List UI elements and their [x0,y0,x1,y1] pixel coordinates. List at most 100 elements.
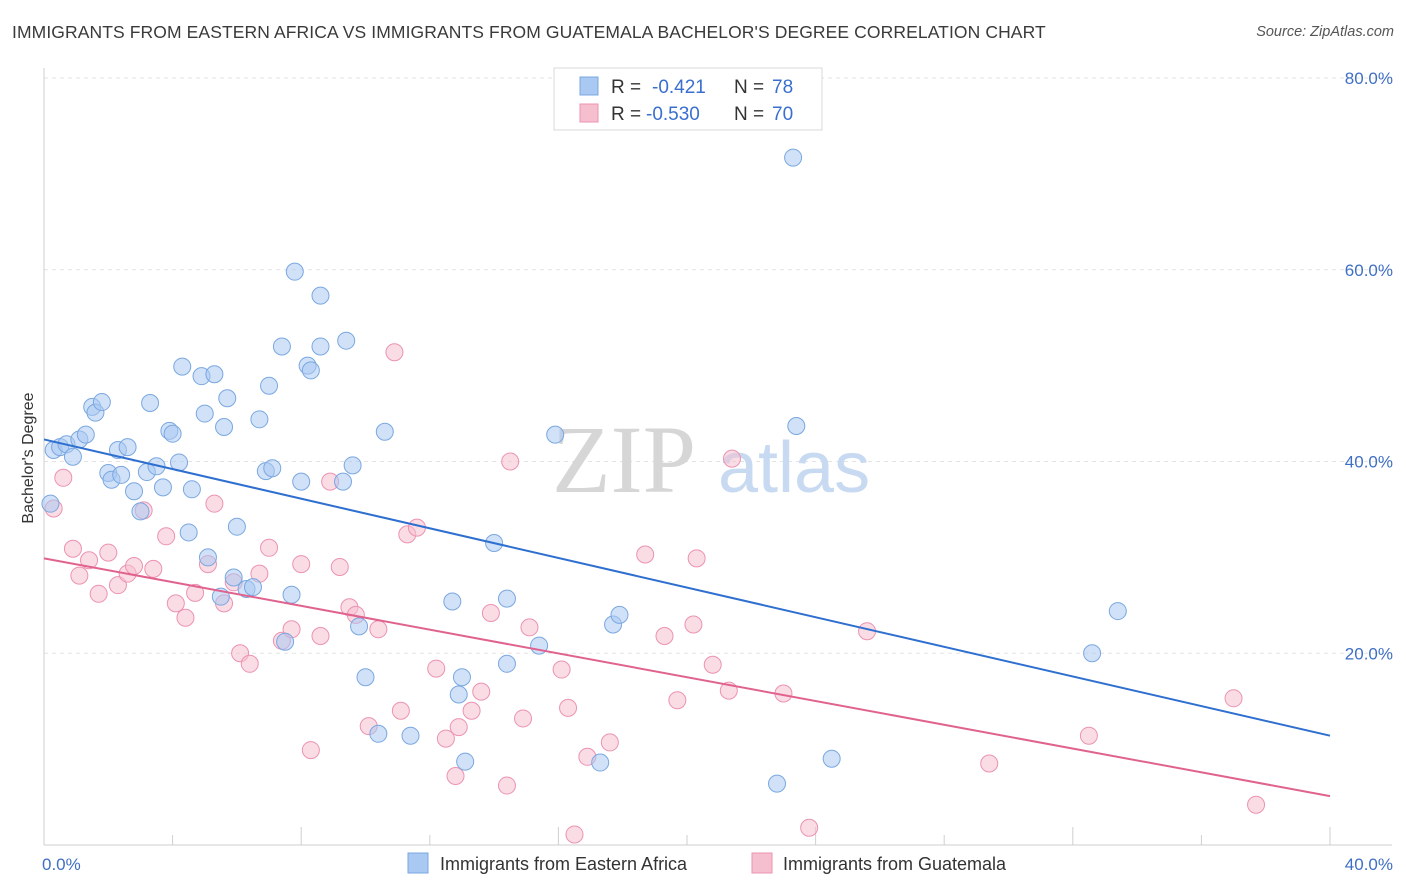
series-eastern-africa-points [41,148,1127,793]
point-blue-35 [227,517,246,536]
point-pink-58 [684,615,703,634]
point-pink-47 [501,452,520,471]
legend-blue-n-value: 78 [772,77,793,98]
point-pink-59 [687,549,706,568]
point-blue-54 [350,617,369,636]
point-blue-37 [243,578,262,597]
point-blue-62 [456,752,475,771]
point-blue-53 [343,456,362,475]
y-tick-label-2: 60.0% [1345,261,1393,280]
point-blue-72 [784,148,803,167]
point-blue-59 [443,592,462,611]
point-blue-18 [141,394,160,413]
point-blue-4 [63,447,82,466]
trend-line-blue [43,438,1331,737]
grid-lines [44,77,1392,654]
point-blue-13 [112,465,131,484]
legend-pink-n-label: N = [734,104,764,125]
legend-top: R = -0.421 N = 78 R = -0.530 N = 70 [553,67,823,131]
point-blue-68 [591,753,610,772]
point-pink-23 [260,538,279,557]
point-blue-25 [179,523,198,542]
point-pink-60 [703,655,722,674]
point-blue-6 [76,425,95,444]
point-blue-44 [282,585,301,604]
point-blue-29 [198,548,217,567]
point-blue-14 [118,438,137,457]
legend-pink-n-value: 70 [772,104,793,125]
point-blue-73 [787,417,806,436]
point-pink-6 [99,543,118,562]
legend-pink-swatch [579,103,599,123]
point-blue-75 [1083,644,1102,663]
point-blue-51 [333,472,352,491]
point-blue-20 [153,478,172,497]
legend-pink-r-value: -0.530 [646,104,700,125]
point-pink-48 [514,709,533,728]
point-pink-12 [157,527,176,546]
point-blue-28 [195,404,214,423]
point-pink-34 [369,620,388,639]
point-blue-56 [369,724,388,743]
point-blue-49 [311,337,330,356]
point-pink-62 [723,449,742,468]
trend-lines [43,438,1331,798]
point-blue-45 [285,262,304,281]
point-blue-64 [497,589,516,608]
watermark: ZIP atlas [552,406,870,513]
point-blue-71 [768,774,787,793]
legend-blue-r-value: -0.421 [652,77,706,98]
watermark-atlas: atlas [718,428,870,508]
trend-line-pink [43,557,1331,798]
point-blue-57 [375,422,394,441]
point-pink-17 [205,494,224,513]
point-pink-7 [108,576,127,595]
point-blue-74 [822,749,841,768]
point-blue-55 [356,668,375,687]
point-blue-33 [218,389,237,408]
x-tick-label-0: 0.0% [42,855,81,874]
point-pink-43 [462,701,481,720]
legend-bottom-blue-swatch [407,852,429,874]
y-tick-label-0: 20.0% [1345,644,1393,663]
point-pink-4 [80,551,99,570]
point-pink-44 [472,682,491,701]
axes [43,68,1392,846]
point-pink-28 [311,626,330,645]
point-blue-60 [449,685,468,704]
point-blue-67 [546,425,565,444]
point-blue-16 [131,502,150,521]
legend-bottom-pink-label: Immigrants from Guatemala [783,854,1007,874]
point-blue-43 [276,632,295,651]
point-pink-54 [600,733,619,752]
watermark-zip: ZIP [552,406,696,513]
y-tick-label-1: 40.0% [1345,453,1393,472]
point-pink-3 [70,566,89,585]
point-pink-69 [1247,795,1266,814]
point-blue-34 [224,568,243,587]
point-blue-15 [125,482,144,501]
point-blue-58 [401,726,420,745]
point-pink-66 [980,754,999,773]
point-pink-42 [449,718,468,737]
point-pink-51 [559,698,578,717]
point-blue-50 [311,286,330,305]
point-blue-46 [292,472,311,491]
point-blue-38 [250,410,269,429]
legend-pink-r-label: R = [611,104,641,125]
point-blue-70 [610,605,629,624]
point-pink-5 [89,584,108,603]
point-pink-14 [176,608,195,627]
point-pink-64 [800,818,819,837]
point-pink-41 [446,766,465,785]
y-tick-label-3: 80.0% [1345,69,1393,88]
point-blue-0 [41,494,60,513]
point-pink-52 [565,825,584,844]
legend-bottom: Immigrants from Eastern Africa Immigrant… [407,852,1007,874]
point-blue-32 [215,417,234,436]
point-blue-42 [272,337,291,356]
point-pink-45 [481,603,500,622]
point-pink-50 [552,660,571,679]
y-axis-title: Bachelor's Degree [20,392,37,523]
